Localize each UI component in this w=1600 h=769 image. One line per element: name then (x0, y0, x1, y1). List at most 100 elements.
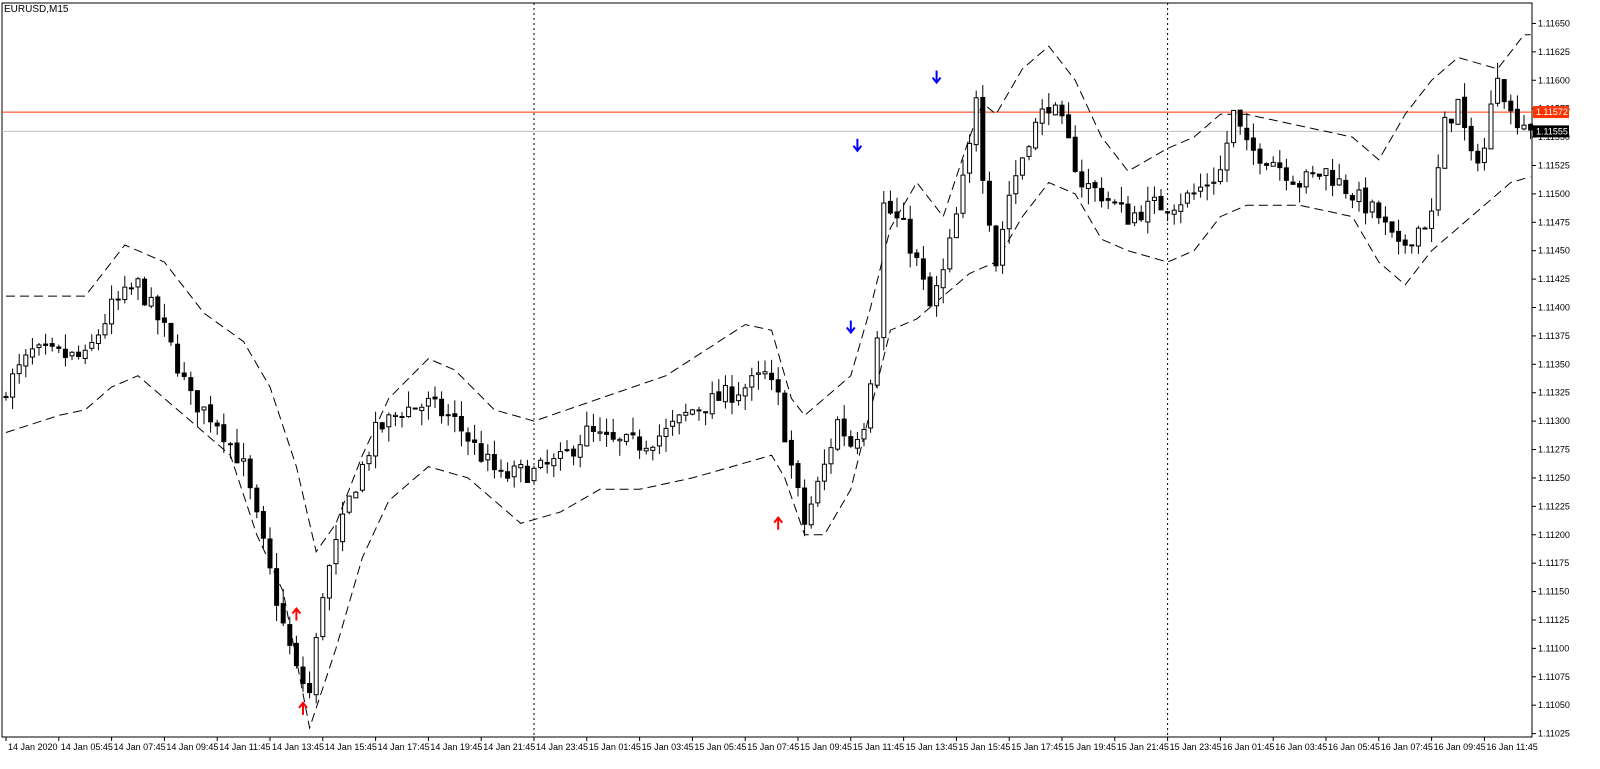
candle (960, 159, 966, 219)
candle (1415, 225, 1421, 254)
candle (1039, 99, 1045, 136)
candle (1059, 100, 1065, 125)
candle (1277, 150, 1283, 181)
plot-area[interactable] (1, 2, 1533, 738)
candle-body-bull (1224, 142, 1230, 171)
y-tick-label: 1.11525 (1538, 160, 1570, 170)
candle-body-bull (736, 394, 742, 402)
x-tick-label: 14 Jan 17:45 (378, 742, 430, 752)
candle-body-bull (1145, 200, 1151, 223)
candle-body-bear (168, 322, 174, 343)
time-axis[interactable]: 14 Jan 2020 14 Jan 05:45 14 Jan 07:45 14 Ja… (5, 737, 1538, 752)
candle (1495, 62, 1501, 107)
candle (1085, 168, 1091, 205)
candle-body-bull (102, 323, 108, 336)
x-tick-label: 15 Jan 09:45 (800, 742, 852, 752)
candle-body-bear (465, 432, 471, 442)
candle-body-bull (828, 447, 834, 465)
candle-body-bull (557, 451, 563, 459)
candle (1316, 173, 1322, 180)
candle-body-bull (1000, 228, 1006, 266)
candle-body-bull (940, 269, 946, 289)
candle-body-bull (1052, 104, 1058, 116)
candle-body-bull (135, 278, 141, 288)
candle (656, 424, 662, 454)
candle (135, 276, 141, 301)
x-tick-label: 15 Jan 15:45 (958, 742, 1010, 752)
candle-body-bear (1099, 187, 1105, 202)
candle-body-bull (1178, 204, 1184, 212)
candle (1442, 111, 1448, 169)
candle (894, 197, 900, 228)
candle-body-bear (194, 390, 200, 413)
candle (1204, 173, 1210, 201)
candle-body-bear (894, 211, 900, 219)
candle (749, 367, 755, 401)
candle-body-bear (1448, 118, 1454, 124)
candle-body-bull (538, 459, 544, 468)
x-tick-label: 14 Jan 21:45 (483, 742, 535, 752)
candle (1402, 234, 1408, 254)
candle (729, 374, 735, 415)
candle (1244, 113, 1250, 151)
candle-body-bear (307, 683, 313, 694)
candle (802, 479, 808, 537)
candle-body-bear (247, 458, 253, 489)
candle (1125, 196, 1131, 225)
candle (1448, 118, 1454, 133)
candle (874, 331, 880, 389)
candle (359, 461, 365, 493)
candle (1435, 154, 1441, 217)
candle-body-bull (676, 414, 682, 424)
candle (716, 379, 722, 401)
candle-body-bear (1422, 227, 1428, 230)
candle-body-bear (1204, 184, 1210, 187)
candle-body-bear (782, 392, 788, 443)
candle-body-bear (887, 200, 893, 214)
candle (742, 383, 748, 410)
candle (168, 322, 174, 346)
candle (1369, 199, 1375, 219)
candle (241, 442, 247, 477)
candle (1455, 98, 1461, 125)
candle (973, 90, 979, 152)
y-tick-label: 1.11625 (1538, 47, 1570, 57)
y-tick-label: 1.11275 (1538, 445, 1570, 455)
candle-body-bear (769, 372, 775, 381)
y-tick-label: 1.11425 (1538, 274, 1570, 284)
candle (274, 553, 280, 622)
candle (1165, 210, 1171, 222)
candle-body-bear (142, 278, 148, 306)
candle-body-bear (491, 454, 497, 471)
candle-body-bull (1198, 186, 1204, 192)
x-tick-label: 15 Jan 07:45 (747, 742, 799, 752)
y-tick-label: 1.11350 (1538, 359, 1570, 369)
candle-body-bull (1112, 201, 1118, 204)
candle (1231, 109, 1237, 148)
candle (722, 375, 728, 409)
candle (472, 424, 478, 455)
candle-body-bull (1191, 192, 1197, 195)
candle (439, 391, 445, 424)
candle (1105, 191, 1111, 210)
candle-body-bull (406, 406, 412, 418)
buy-arrow-icon (773, 516, 783, 530)
candle-body-bull (815, 480, 821, 504)
candle (1184, 190, 1190, 208)
candle-body-bull (1211, 181, 1217, 184)
candle-body-bull (392, 414, 398, 418)
candle (340, 501, 346, 552)
sell-arrow-icon (852, 138, 863, 153)
candle (1006, 180, 1012, 244)
x-tick-label: 16 Jan 01:45 (1222, 742, 1274, 752)
candle-body-bull (1019, 157, 1025, 176)
candle (1409, 244, 1415, 254)
candle-body-bull (689, 409, 695, 415)
candle-body-bull (95, 334, 101, 344)
candle-body-bull (960, 174, 966, 214)
price-axis[interactable]: 1.116501.116251.116001.115751.115501.115… (1532, 18, 1570, 739)
candle-body-bull (1481, 147, 1487, 164)
candle (1132, 206, 1138, 227)
